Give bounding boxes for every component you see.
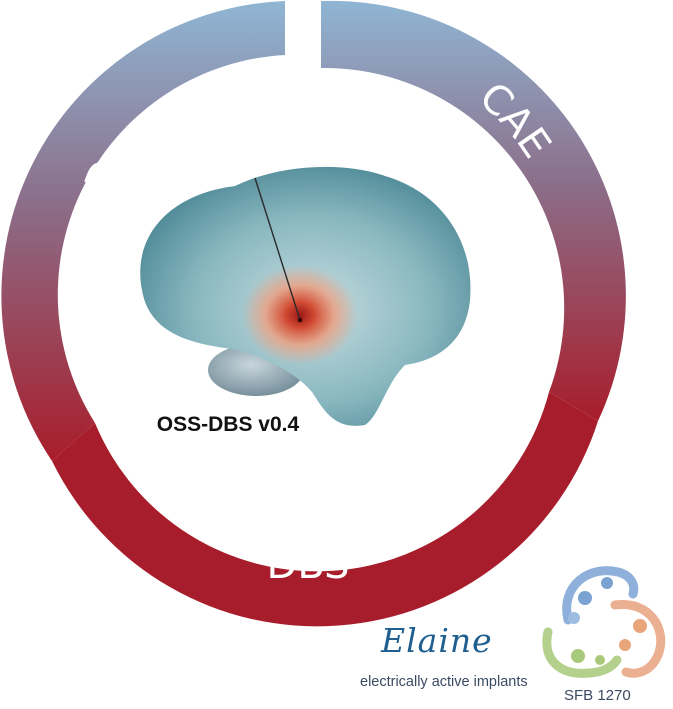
logo-project-label: SFB 1270 [564, 687, 631, 704]
emblem-blue-arc [562, 566, 639, 625]
electrode-lead [254, 177, 301, 321]
stimulation-field [242, 265, 358, 365]
brain-illustration [140, 166, 471, 426]
logo-emblem [542, 566, 666, 678]
emblem-green-arc [542, 627, 622, 678]
emblem-orange-arc [610, 600, 666, 678]
segment-label-dbs: DBS [267, 542, 350, 588]
ring-segment-cad [1, 1, 286, 461]
electrode-contact [297, 317, 303, 323]
software-title: OSS-DBS v0.4 [157, 413, 300, 436]
emblem-orange-dot [633, 619, 647, 633]
emblem-green-dot [595, 655, 605, 665]
ring [1, 0, 626, 627]
emblem-orange-dot [619, 639, 631, 651]
ring-segment-dbs [52, 392, 598, 627]
logo-tagline: electrically active implants [360, 674, 528, 690]
elaine-logo: Elaine electrically active implants SFB … [360, 566, 666, 704]
emblem-blue-dot [578, 591, 592, 605]
ring-segment-cae [321, 0, 626, 421]
logo-wordmark: Elaine [380, 621, 493, 660]
emblem-green-dot [571, 649, 585, 663]
emblem-blue-dot [568, 612, 580, 624]
emblem-blue-dot [601, 577, 613, 589]
